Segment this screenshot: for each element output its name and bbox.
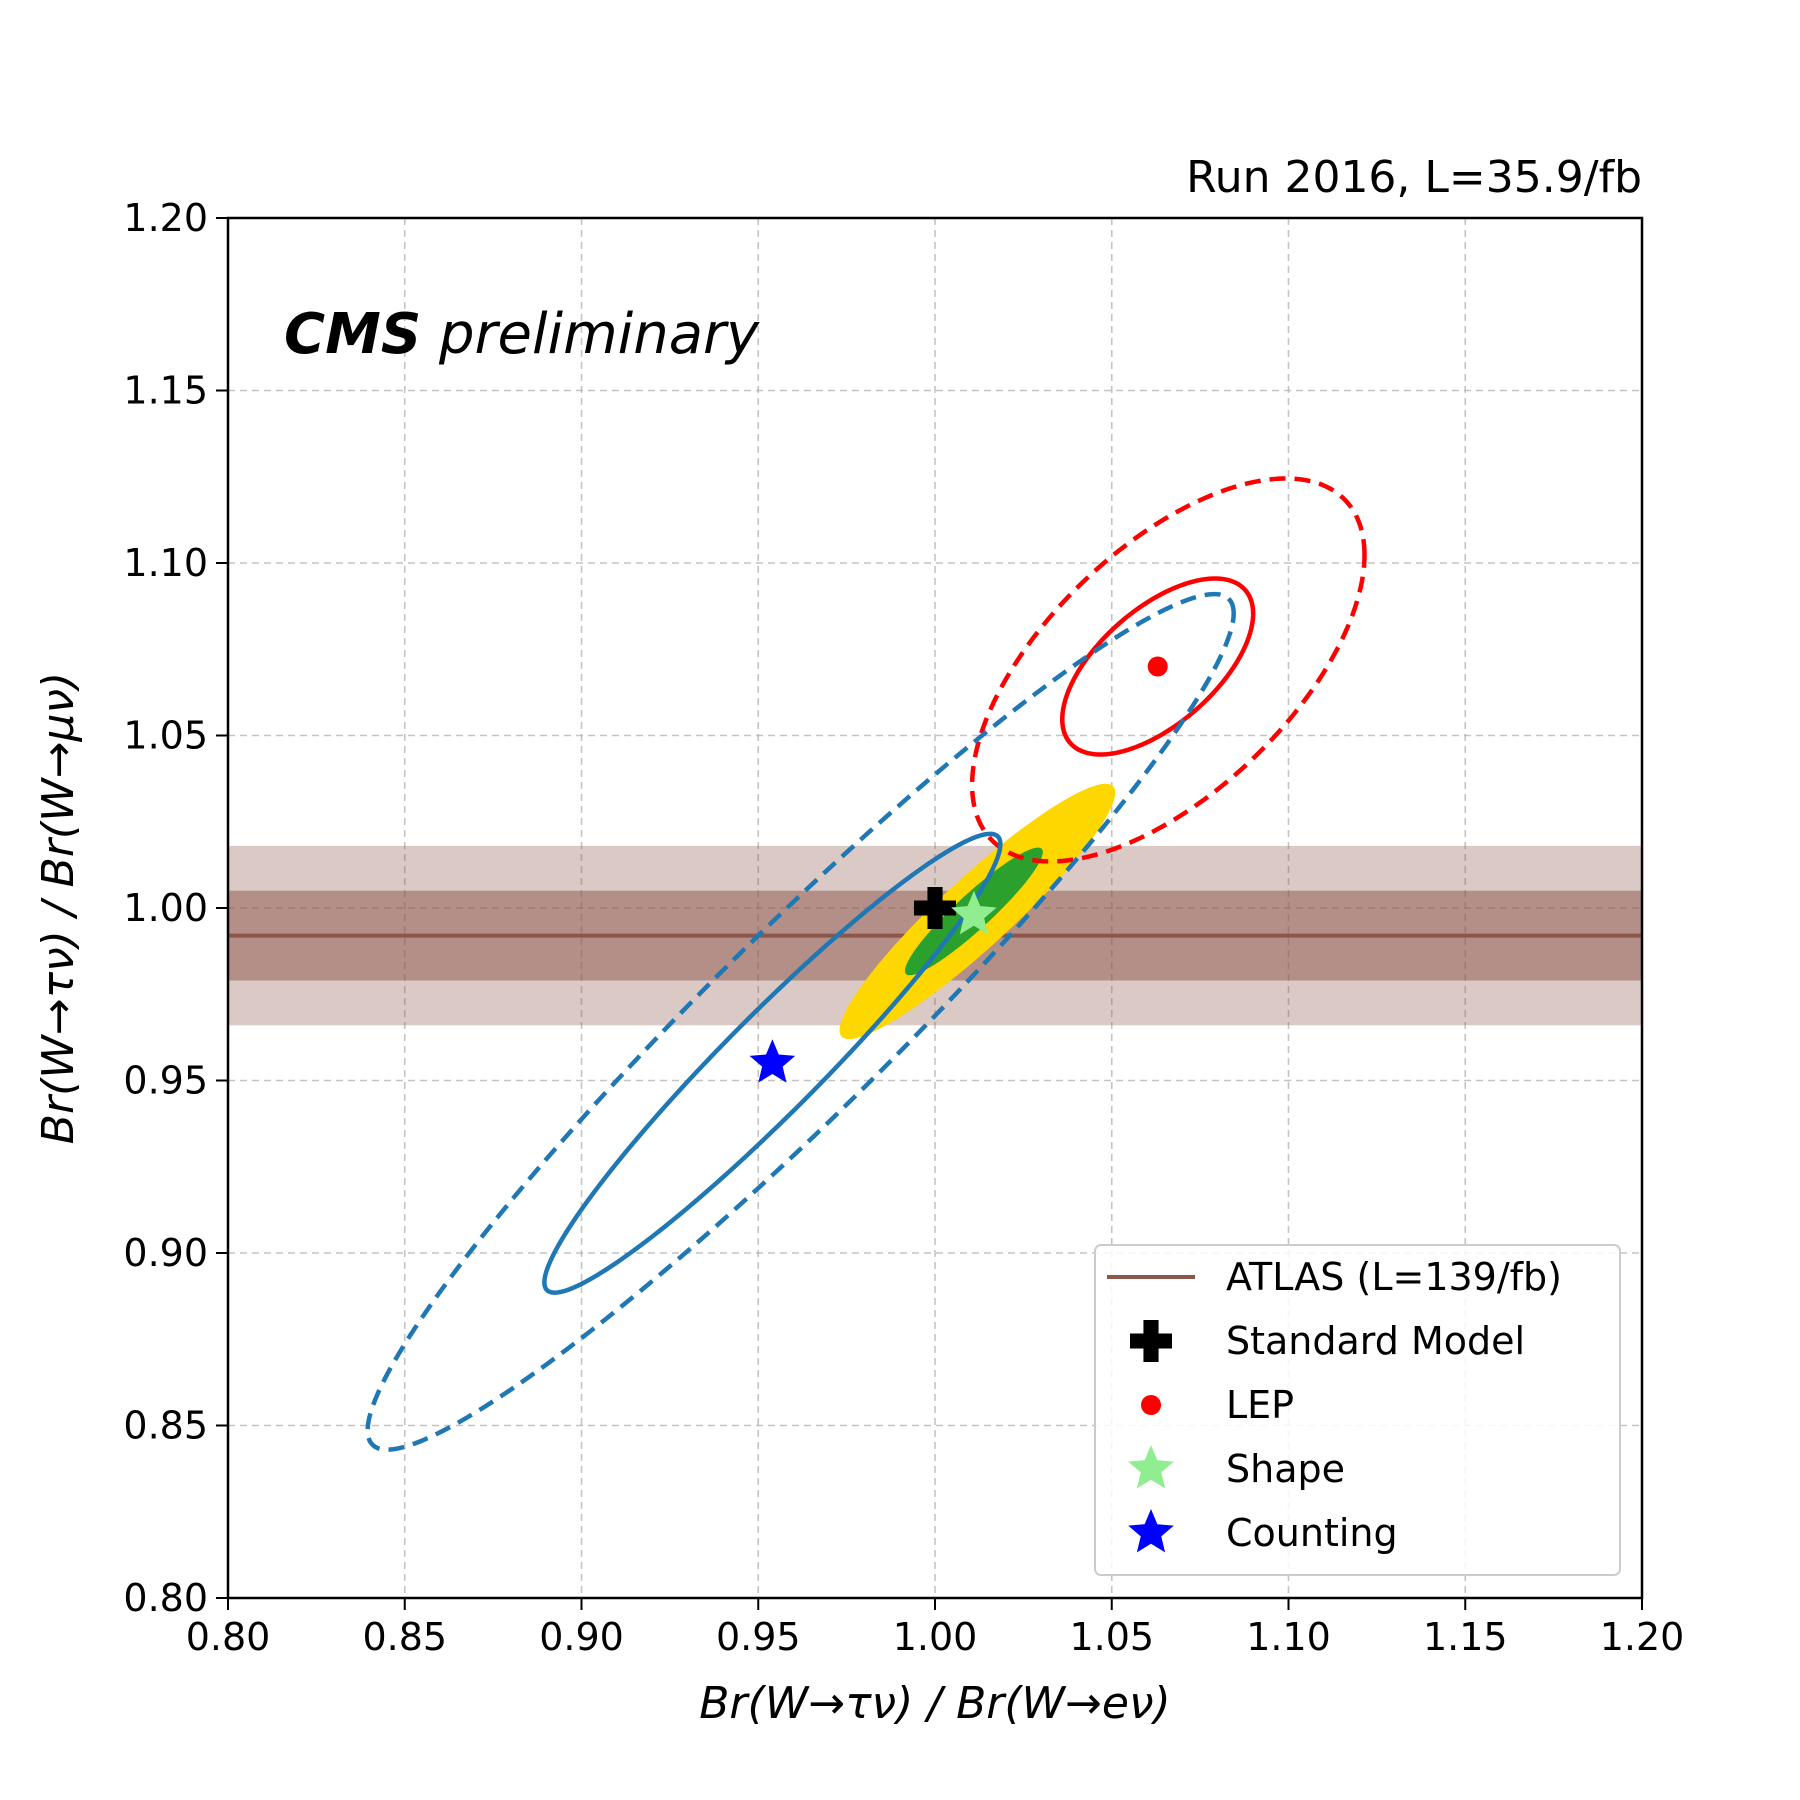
contour-counting-2sigma [365, 591, 1236, 1452]
legend-frame [1094, 1244, 1621, 1576]
legend-counting-swatch [1128, 1509, 1174, 1553]
points [749, 656, 1168, 1083]
y-tick-label: 0.95 [123, 1059, 208, 1103]
legend-lep-label: LEP [1226, 1383, 1294, 1427]
point-shape [951, 890, 997, 935]
x-tick-label: 0.90 [539, 1615, 624, 1659]
contour-lep-1sigma [1060, 576, 1256, 757]
x-tick-label: 1.20 [1600, 1615, 1685, 1659]
point-standard-model [914, 887, 956, 929]
y-tick-label: 1.00 [123, 886, 208, 930]
legend-atlas-label: ATLAS (L=139/fb) [1226, 1255, 1562, 1299]
legend: ATLAS (L=139/fb) Standard Model LEP Shape Co… [1094, 1244, 1621, 1576]
cms-label: CMS preliminary [284, 302, 760, 367]
x-tick-label: 1.00 [893, 1615, 978, 1659]
point-lep [1147, 656, 1168, 677]
run-label: Run 2016, L=35.9/fb [1186, 152, 1642, 203]
legend-shape-label: Shape [1226, 1447, 1345, 1491]
y-tick-label: 1.15 [123, 369, 208, 413]
legend-standard-model-swatch [1130, 1320, 1172, 1362]
legend-shape-swatch [1128, 1445, 1174, 1489]
cms-label-bold: CMS [284, 302, 421, 367]
x-tick-label: 0.95 [716, 1615, 801, 1659]
x-axis-title: Br(W→τν) / Br(W→eν) [699, 1678, 1170, 1729]
y-tick-label: 0.80 [123, 1576, 208, 1620]
y-tick-label: 1.10 [123, 541, 208, 585]
contour-lep-2sigma [969, 476, 1367, 864]
x-tick-label: 1.10 [1246, 1615, 1331, 1659]
x-tick-label: 1.15 [1423, 1615, 1508, 1659]
legend-lep-swatch [1141, 1395, 1161, 1415]
y-tick-label: 1.20 [123, 196, 208, 240]
y-tick-label: 0.85 [123, 1404, 208, 1448]
x-tick-label: 0.85 [362, 1615, 447, 1659]
y-axis-title: Br(W→τν) / Br(W→μν) [33, 672, 84, 1144]
y-tick-label: 1.05 [123, 714, 208, 758]
x-tick-label: 1.05 [1069, 1615, 1154, 1659]
ticks: 0.80 0.85 0.90 0.95 1.00 1.05 1.10 1.15 1.20 0.80… [123, 196, 1684, 1659]
x-tick-label: 0.80 [186, 1615, 271, 1659]
cms-label-italic: preliminary [421, 302, 760, 367]
y-tick-label: 0.90 [123, 1231, 208, 1275]
contour-counting-1sigma [542, 831, 1003, 1295]
point-counting [749, 1039, 796, 1083]
legend-counting-label: Counting [1226, 1511, 1398, 1555]
legend-standard-model-label: Standard Model [1226, 1319, 1525, 1363]
